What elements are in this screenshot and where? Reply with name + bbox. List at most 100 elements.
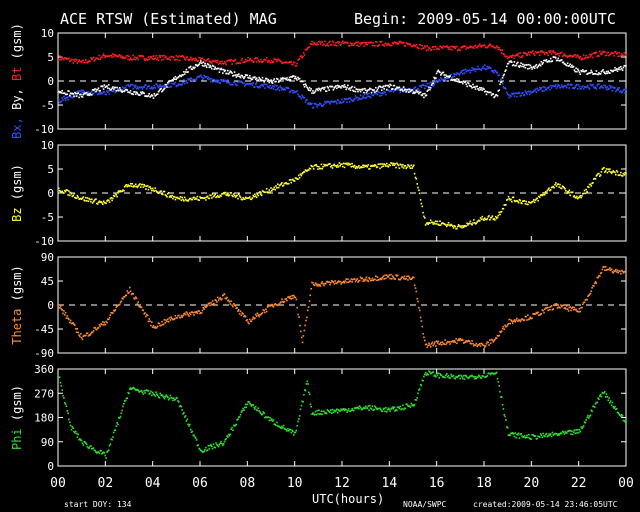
data-point-by <box>239 76 242 79</box>
data-point-bx <box>592 83 594 86</box>
data-point-bz <box>301 173 303 175</box>
data-point-phi <box>501 404 504 406</box>
data-point-bx <box>566 83 569 86</box>
data-point-theta <box>455 338 457 340</box>
data-point-bz <box>297 178 299 180</box>
data-point-bt <box>380 40 383 43</box>
data-point-theta <box>572 308 575 311</box>
data-point-theta <box>284 298 287 300</box>
data-point-phi <box>237 418 239 420</box>
data-point-phi <box>269 417 271 419</box>
data-point-bx <box>227 79 229 81</box>
data-point-bt <box>534 51 537 53</box>
data-point-bx <box>369 95 371 98</box>
data-point-phi <box>452 374 455 377</box>
data-point-phi <box>576 432 578 434</box>
data-point-by <box>525 64 527 66</box>
data-point-bx <box>278 89 281 92</box>
data-point-by <box>512 64 515 66</box>
data-point-bt <box>282 61 285 64</box>
data-point-bz <box>566 192 568 194</box>
data-point-theta <box>154 326 156 328</box>
data-point-bz <box>355 165 358 168</box>
data-point-bt <box>484 46 487 49</box>
data-point-by <box>611 70 614 73</box>
data-point-by <box>82 93 85 96</box>
data-point-bx <box>608 88 610 90</box>
data-point-by <box>538 64 540 67</box>
data-point-bt <box>240 59 243 62</box>
data-point-bt <box>384 43 386 45</box>
data-point-bt <box>588 56 590 59</box>
data-point-by <box>396 87 399 89</box>
data-point-phi <box>288 428 291 431</box>
data-point-bz <box>483 219 485 221</box>
data-point-bz <box>454 225 456 228</box>
data-point-phi <box>445 374 447 377</box>
data-point-theta <box>89 334 91 336</box>
data-point-theta <box>61 309 63 311</box>
data-point-phi <box>494 373 496 375</box>
data-point-bz <box>85 199 88 202</box>
data-point-theta <box>178 314 180 317</box>
data-point-bz <box>315 163 318 166</box>
data-point-by <box>269 80 271 82</box>
data-point-by <box>505 69 507 71</box>
data-point-phi <box>220 440 222 443</box>
data-point-bx <box>325 101 328 103</box>
data-point-phi <box>322 410 324 413</box>
data-point-bz <box>427 223 429 226</box>
data-point-bx <box>139 86 141 88</box>
data-point-bt <box>102 53 105 55</box>
data-point-bt <box>65 58 68 60</box>
data-point-theta <box>150 324 152 327</box>
data-point-theta <box>250 320 253 322</box>
data-point-bx <box>261 84 264 86</box>
data-point-by <box>107 87 109 89</box>
data-point-bx <box>154 87 156 89</box>
data-point-bx <box>506 93 509 95</box>
data-point-bx <box>313 102 316 105</box>
y-axis-label: Phi (gsm) <box>10 385 24 450</box>
data-point-bt <box>488 44 490 46</box>
data-point-bz <box>273 186 276 189</box>
data-point-bz <box>145 185 148 187</box>
data-point-by <box>262 79 265 82</box>
data-point-by <box>215 68 217 70</box>
data-point-by <box>118 89 120 92</box>
data-point-bt <box>134 58 137 61</box>
data-point-bt <box>250 59 253 62</box>
data-point-by <box>538 63 541 66</box>
data-point-phi <box>489 372 491 375</box>
data-point-bx <box>112 90 115 92</box>
data-point-bt <box>269 61 271 64</box>
data-point-by <box>372 89 374 92</box>
data-point-bx <box>240 80 243 83</box>
data-point-theta <box>385 277 387 280</box>
data-point-by <box>620 68 623 70</box>
data-point-bt <box>440 45 442 48</box>
data-point-bt <box>588 53 591 56</box>
data-point-bt <box>151 58 154 60</box>
data-point-bz <box>413 172 416 175</box>
data-point-theta <box>139 306 141 308</box>
data-point-bt <box>290 61 292 63</box>
data-point-phi <box>197 444 200 446</box>
data-point-phi <box>386 411 388 413</box>
data-point-theta <box>321 281 324 283</box>
data-point-bz <box>583 189 586 192</box>
data-point-bt <box>451 49 453 51</box>
data-point-phi <box>393 406 396 408</box>
data-point-theta <box>318 284 321 286</box>
data-point-theta <box>359 276 362 279</box>
data-point-phi <box>116 422 118 424</box>
data-point-phi <box>578 429 581 431</box>
data-point-bz <box>533 199 535 201</box>
data-point-theta <box>428 342 430 345</box>
data-point-bt <box>324 40 326 43</box>
data-point-theta <box>112 312 114 314</box>
data-point-bt <box>618 52 620 54</box>
data-point-bz <box>358 165 360 167</box>
data-point-by <box>86 94 89 96</box>
